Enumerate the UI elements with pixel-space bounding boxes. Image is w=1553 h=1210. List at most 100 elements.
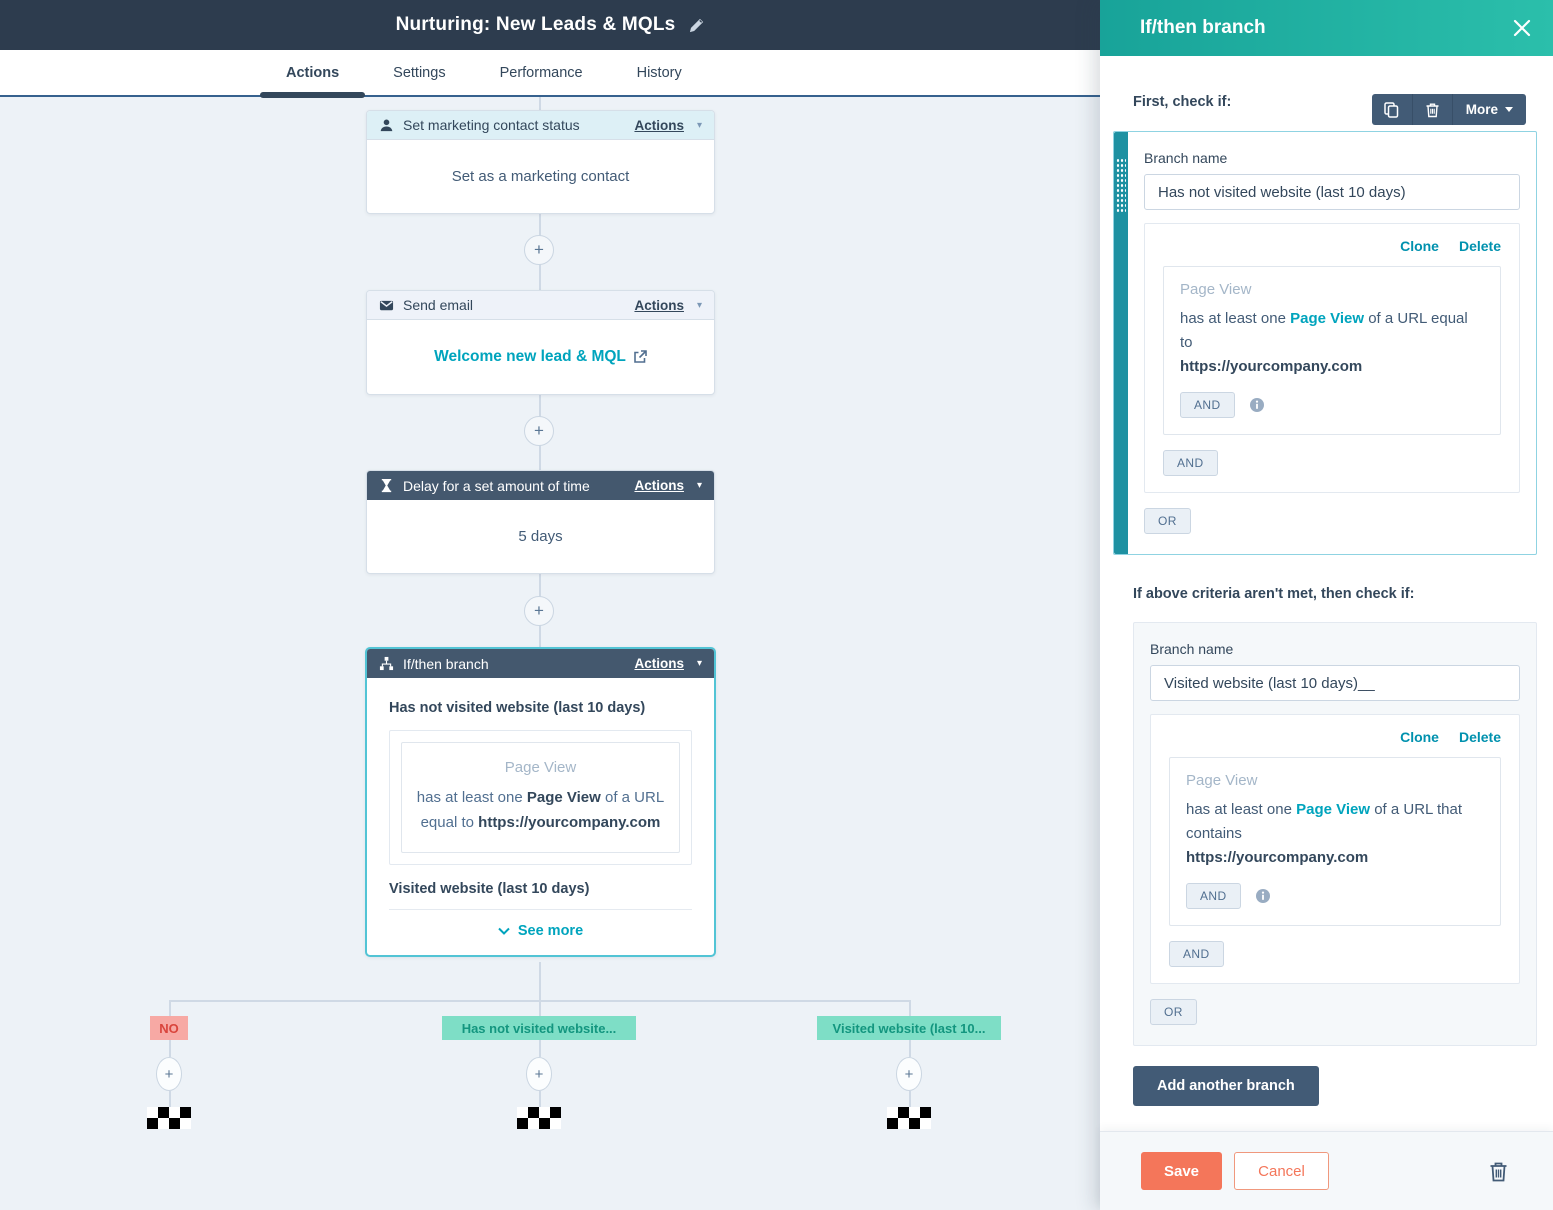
and-button[interactable]: AND (1169, 941, 1224, 967)
branch-toolbar: More (1371, 94, 1526, 125)
filter-box[interactable]: Page View has at least one Page View of … (1163, 266, 1501, 435)
panel-footer: Save Cancel (1100, 1131, 1553, 1210)
insert-action-button[interactable]: + (156, 1057, 182, 1091)
flow-area: + + + Set marketing contact status Actio… (0, 97, 1100, 1210)
condition-event: Page View (504, 759, 577, 776)
delete-action-icon[interactable] (1489, 1161, 1508, 1182)
branch-card-1: Branch name Clone Delete Page View has a… (1113, 131, 1537, 555)
caret-down-icon: ▾ (696, 658, 702, 669)
connector (539, 1000, 541, 1016)
caret-down-icon: ▾ (696, 119, 702, 131)
filter-box[interactable]: Page View has at least one Page View of … (1169, 757, 1501, 926)
tab-actions[interactable]: Actions (259, 50, 366, 98)
ifthen-body: Has not visited website (last 10 days) P… (367, 678, 714, 955)
branch-label-has-not-visited[interactable]: Has not visited website... (442, 1016, 636, 1040)
action-menu[interactable]: Actions (634, 478, 684, 493)
info-icon[interactable] (1255, 888, 1271, 904)
insert-action-button[interactable]: + (524, 596, 554, 626)
branch-name-label: Branch name (1144, 150, 1228, 166)
connector (539, 97, 541, 110)
connector (539, 1040, 541, 1057)
action-title: Delay for a set amount of time (403, 477, 590, 494)
save-button[interactable]: Save (1141, 1152, 1222, 1190)
top-bar: Nurturing: New Leads & MQLs (0, 0, 1100, 50)
delete-link[interactable]: Delete (1458, 238, 1501, 254)
insert-action-button[interactable]: + (524, 416, 554, 446)
filter-event: Page View (1186, 772, 1258, 789)
action-body: Set as a marketing contact (451, 168, 630, 185)
and-button[interactable]: AND (1180, 392, 1235, 418)
connector (909, 1040, 911, 1057)
page-view-link[interactable]: Page View (1290, 310, 1365, 327)
connector (539, 962, 541, 1002)
contact-icon (380, 119, 393, 131)
insert-action-button[interactable]: + (896, 1057, 922, 1091)
filter-text: has at least one Page View of a URL equa… (1180, 310, 1468, 375)
branch-name-input[interactable] (1144, 174, 1520, 210)
criteria-group: Clone Delete Page View has at least one … (1150, 714, 1520, 984)
filter-event: Page View (1180, 281, 1252, 298)
clone-branch-button[interactable] (1372, 94, 1412, 125)
or-button[interactable]: OR (1144, 508, 1191, 534)
delete-branch-button[interactable] (1411, 94, 1452, 125)
workflow-canvas: Nurturing: New Leads & MQLs Actions Sett… (0, 0, 1100, 1210)
action-card-header: If/then branch Actions ▾ (367, 649, 714, 678)
more-menu-button[interactable]: More (1451, 94, 1526, 125)
close-icon[interactable] (1513, 19, 1531, 37)
action-card-delay[interactable]: Delay for a set amount of time Actions ▾ … (366, 470, 715, 574)
edit-title-icon[interactable] (689, 18, 704, 33)
copy-icon (1384, 101, 1399, 118)
tab-settings[interactable]: Settings (393, 64, 446, 81)
action-menu[interactable]: Actions (634, 117, 684, 133)
insert-action-button[interactable]: + (524, 235, 554, 265)
end-flag-icon (887, 1107, 931, 1129)
email-link[interactable]: Welcome new lead & MQL (434, 348, 647, 366)
drag-handle[interactable] (1114, 132, 1128, 554)
action-card-set-marketing-contact[interactable]: Set marketing contact status Actions ▾ Se… (366, 110, 715, 214)
branch-name-2: Visited website (last 10 days) (389, 881, 692, 910)
workflow-tabs: Actions Settings Performance History (0, 50, 1100, 98)
panel-header: If/then branch (1100, 0, 1553, 56)
condition-text: has at least one Page View of a URL equa… (416, 789, 665, 831)
and-button[interactable]: AND (1186, 883, 1241, 909)
add-another-branch-button[interactable]: Add another branch (1133, 1066, 1319, 1106)
and-button[interactable]: AND (1163, 450, 1218, 476)
clone-link[interactable]: Clone (1400, 729, 1439, 745)
section-else-check: If above criteria aren't met, then check… (1133, 586, 1415, 602)
action-title: If/then branch (403, 655, 489, 672)
info-icon[interactable] (1249, 397, 1265, 413)
see-more-link[interactable]: See more (389, 923, 692, 939)
branch-label-visited[interactable]: Visited website (last 10... (817, 1016, 1001, 1040)
delay-hourglass-icon (381, 478, 392, 493)
branch-label-no[interactable]: NO (150, 1016, 188, 1040)
panel-body: First, check if: More Branch name (1100, 56, 1553, 1210)
action-card-send-email[interactable]: Send email Actions ▾ Welcome new lead & M… (366, 290, 715, 395)
action-title: Send email (403, 297, 474, 313)
branch-name-input[interactable] (1150, 665, 1520, 701)
action-menu[interactable]: Actions (634, 297, 684, 313)
ifthen-branch-panel: If/then branch First, check if: More (1100, 0, 1553, 1210)
action-body: Welcome new lead & MQL (367, 320, 714, 394)
cancel-button[interactable]: Cancel (1234, 1152, 1329, 1190)
clone-link[interactable]: Clone (1400, 238, 1439, 254)
tab-history[interactable]: History (636, 64, 682, 81)
page-view-link[interactable]: Page View (1296, 801, 1371, 818)
or-button[interactable]: OR (1150, 999, 1197, 1025)
action-menu[interactable]: Actions (634, 656, 684, 671)
section-first-check: First, check if: (1133, 94, 1232, 110)
connector (169, 1000, 171, 1016)
action-card-ifthen-branch[interactable]: If/then branch Actions ▾ Has not visited … (366, 648, 715, 956)
email-icon (379, 300, 394, 310)
caret-down-icon (1505, 107, 1513, 112)
connector (909, 1091, 911, 1107)
action-card-header: Delay for a set amount of time Actions ▾ (367, 471, 714, 500)
end-flag-icon (517, 1107, 561, 1129)
connector (169, 1040, 171, 1057)
drag-dots-icon (1116, 158, 1126, 212)
branch-name-label: Branch name (1150, 641, 1234, 657)
tab-performance[interactable]: Performance (499, 64, 583, 81)
action-title: Set marketing contact status (403, 117, 580, 133)
delete-link[interactable]: Delete (1458, 729, 1501, 745)
insert-action-button[interactable]: + (526, 1057, 552, 1091)
